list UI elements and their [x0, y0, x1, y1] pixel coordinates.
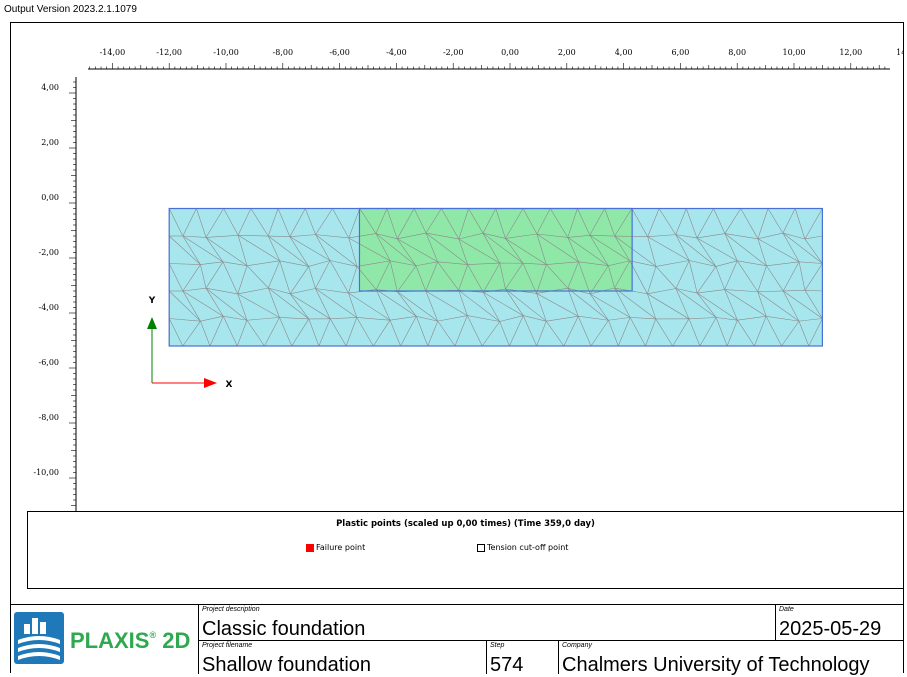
y-tick-label: -10,00	[33, 468, 59, 477]
x-arrow-head	[204, 378, 217, 388]
x-tick-label: 12,00	[839, 48, 862, 57]
project-description-cell: Project description Classic foundation	[198, 605, 775, 641]
y-tick-label: -6,00	[38, 358, 59, 367]
y-tick-label: -8,00	[38, 413, 59, 422]
y-tick-label: 0,00	[41, 193, 59, 202]
x-tick-label: 8,00	[728, 48, 746, 57]
x-tick-label: -10,00	[213, 48, 239, 57]
company-label: Company	[562, 642, 592, 649]
plaxis-logo-text: PLAXIS® 2D	[70, 628, 190, 654]
legend-label: Tension cut-off point	[487, 543, 568, 552]
x-tick-label: 10,00	[783, 48, 806, 57]
legend-title: Plastic points (scaled up 0,00 times) (T…	[28, 519, 903, 529]
plot-area[interactable]: -14,00 -12,00 -10,00 -8,00 -6,00 -4,00 -2,00 0,…	[10, 22, 904, 512]
y-axis-label: Y	[148, 296, 156, 306]
title-block: PLAXIS® 2D Project description Classic f…	[10, 604, 904, 674]
y-tick-label: -2,00	[38, 248, 59, 257]
legend-item-failure-point: Failure point	[306, 543, 365, 552]
output-version-label: Output Version 2023.2.1.1079	[4, 4, 137, 15]
project-description-value: Classic foundation	[202, 618, 365, 641]
x-tick-label: 0,00	[501, 48, 519, 57]
x-tick-label: -8,00	[273, 48, 294, 57]
plaxis-logo-icon	[14, 612, 64, 664]
project-description-label: Project description	[202, 606, 260, 613]
y-arrow-head	[147, 317, 157, 329]
date-cell: Date 2025-05-29	[775, 605, 904, 641]
date-value: 2025-05-29	[779, 618, 881, 641]
company-cell: Company Chalmers University of Technolog…	[558, 641, 904, 674]
geometry-model[interactable]	[169, 209, 822, 347]
x-tick-label: 6,00	[671, 48, 689, 57]
legend-label: Failure point	[316, 543, 365, 552]
y-axis-ruler: 4,00 2,00 0,00 -2,00 -4,00 -6,00 -8,00 -10,00	[33, 77, 76, 512]
x-tick-label: -14,00	[100, 48, 126, 57]
x-tick-label: 14,00	[896, 48, 904, 57]
plaxis-logo: PLAXIS® 2D	[14, 612, 196, 668]
y-tick-label: 4,00	[41, 83, 59, 92]
project-filename-label: Project filename	[202, 642, 252, 649]
legend-panel: Plastic points (scaled up 0,00 times) (T…	[27, 511, 904, 589]
x-tick-label: 2,00	[558, 48, 576, 57]
project-filename-value: Shallow foundation	[202, 654, 371, 677]
foundation-cluster[interactable]	[359, 209, 632, 292]
y-tick-label: -4,00	[38, 303, 59, 312]
y-tick-label: 2,00	[41, 138, 59, 147]
x-axis-label: X	[226, 380, 233, 390]
x-tick-label: -12,00	[156, 48, 182, 57]
company-value: Chalmers University of Technology	[562, 654, 870, 677]
x-tick-label: 4,00	[615, 48, 633, 57]
x-tick-label: -6,00	[329, 48, 350, 57]
project-filename-cell: Project filename Shallow foundation	[198, 641, 486, 674]
x-tick-label: -2,00	[443, 48, 464, 57]
step-cell: Step 574	[486, 641, 558, 674]
step-value: 574	[490, 654, 523, 677]
x-tick-label: -4,00	[386, 48, 407, 57]
date-label: Date	[779, 606, 794, 613]
step-label: Step	[490, 642, 504, 649]
failure-point-swatch	[306, 544, 314, 552]
tension-cutoff-swatch	[477, 544, 485, 552]
legend-item-tension-cutoff: Tension cut-off point	[477, 543, 568, 552]
x-axis-ruler: -14,00 -12,00 -10,00 -8,00 -6,00 -4,00 -2,00 0,…	[88, 48, 904, 69]
